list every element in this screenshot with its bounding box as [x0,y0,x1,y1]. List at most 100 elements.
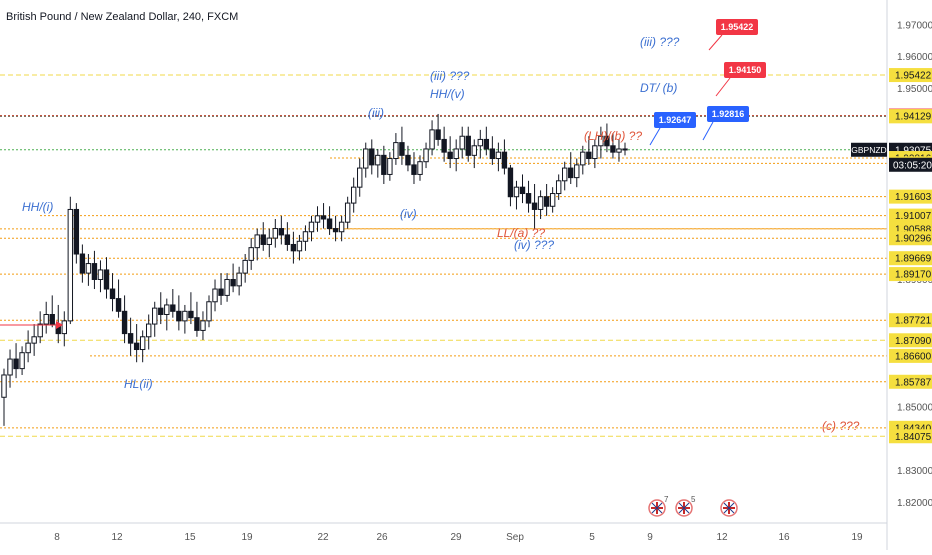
candle-up [453,148,459,160]
level-price-label: 1.89170 [895,270,932,281]
candle-down [91,263,98,280]
candle-down [543,196,550,207]
candle-up [248,247,254,261]
time-axis[interactable]: 8 12 15 19 22 26 29 Sep 5 9 12 16 19 [54,532,863,543]
candle-down [260,234,266,245]
candle-down [507,167,514,198]
candle-up [7,358,13,376]
candle-up [25,342,31,354]
candle-down [115,298,122,312]
level-price-tag [889,68,932,83]
price-callouts[interactable]: 1.95422 1.94150 1.92647 1.92816 [649,19,766,146]
candle-down [79,253,86,274]
candle-up [580,151,586,166]
candle-down [176,310,182,322]
candle-down [483,138,490,150]
callout-leader [708,34,723,51]
flag-diag [678,502,690,514]
candle-up [375,154,381,166]
wave-label: (iii) ??? [640,35,680,49]
wave-label: (iii) [368,106,384,120]
candle-up [164,304,170,316]
candle-up [350,186,357,204]
level-price-tag [889,231,932,246]
candle-up [31,336,37,344]
price-axis[interactable]: 1.970001.960001.950001.930001.910001.890… [851,20,932,509]
level-price-label: 1.84340 [895,423,932,434]
candle-up [574,164,580,179]
candle-up [296,240,303,252]
wave-label: LL/(a) ?? [497,226,545,240]
price-tick: 1.96000 [897,52,932,63]
callout-box[interactable] [724,62,766,78]
candle-down [519,186,526,195]
candle-up [182,310,188,322]
level-price-tag [889,208,932,223]
callout-box[interactable] [716,19,758,35]
candle-up [224,278,230,296]
candle-up [236,272,242,287]
price-tick: 1.97000 [897,20,932,31]
level-price-label: 1.94129 [895,112,932,123]
price-tick: 1.82000 [897,498,932,509]
candle-up [212,288,218,303]
level-price-label: 1.86600 [895,351,932,362]
candle-up [357,167,363,188]
candle-up [302,231,309,242]
level-price-label: 1.89669 [895,254,932,265]
time-tick: 12 [716,532,728,543]
candle-down [121,310,128,335]
level-price-tag [889,109,932,124]
level-price-tag [889,374,932,389]
candle-up [363,148,369,169]
candle-up [429,129,435,150]
candle-down [531,202,538,210]
level-price-tag [889,251,932,266]
callout-leader [715,77,731,97]
callout-box[interactable] [707,106,749,122]
candle-up [598,135,604,147]
candle-up [152,307,158,325]
time-tick: 29 [450,532,462,543]
candle-down [73,208,80,255]
callout-label: 1.92647 [659,115,692,125]
callout-box[interactable] [654,112,696,128]
candle-up [272,228,279,239]
candle-down [284,234,291,245]
candle-down [411,164,417,175]
wave-label: (iv) ??? [514,238,554,252]
candle-down [109,288,116,300]
candle-up [139,336,146,351]
candle-up [513,186,520,198]
countdown-tag [889,157,932,172]
wave-annotations: (iii) ??? DT/ (b) (iii) ??? HH/(v) (iii) (LH)… [22,35,860,433]
candle-down [369,148,375,166]
candle-up [37,323,43,338]
level-price-label: 1.90588 [895,224,932,235]
candle-down [399,142,405,156]
flag-diag [651,502,663,514]
candle-up [43,314,49,325]
candle-up [417,161,423,175]
wave-label: HH/(i) [22,200,53,214]
candle-down [133,342,140,351]
candle-up [549,193,556,207]
candle-down [465,135,471,156]
level-price-label: 1.95422 [895,71,932,82]
candle-down [127,333,134,344]
candle-up [61,320,67,335]
level-price-tag [889,348,932,363]
level-price-label: 1.91603 [895,192,932,203]
level-price-tag [889,189,932,204]
time-tick: 8 [54,532,60,543]
candle-down [332,228,339,233]
candle-up [67,208,74,322]
chart-title: British Pound / New Zealand Dollar, 240,… [6,11,238,23]
horizontal-levels [0,74,887,437]
level-price-label: 1.84075 [895,432,932,443]
time-tick: 15 [184,532,196,543]
